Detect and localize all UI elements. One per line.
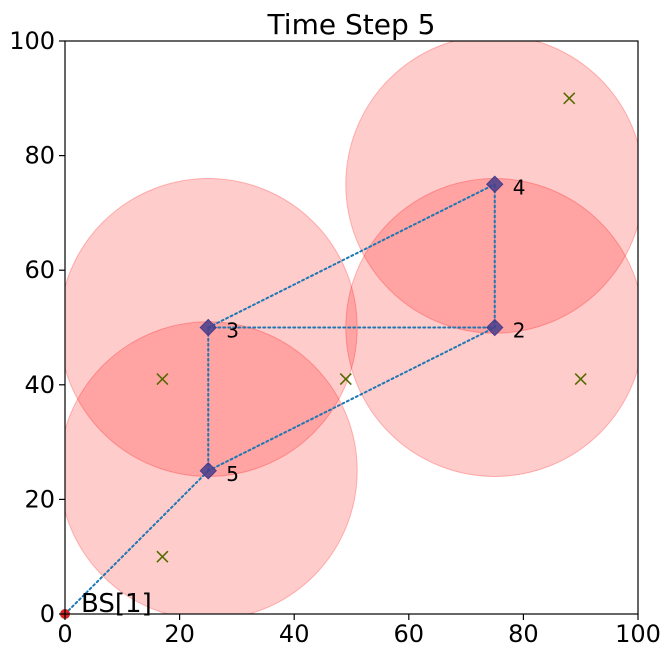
x-tick-label: 80 [508,620,539,645]
y-tick-label: 20 [24,485,55,513]
user-marker-stroke [563,92,576,105]
user-marker-3 [339,373,352,386]
uav-node-label-5: 5 [226,462,239,486]
x-tick-label: 60 [394,620,425,645]
x-tick-label: 20 [164,620,195,645]
uav-node-4 [486,175,504,193]
user-marker-5 [574,373,587,386]
links-layer [65,183,496,614]
uav-node-2 [486,318,504,337]
link-BS[1]-5 [65,469,210,614]
uav-node-label-2: 2 [513,319,526,343]
y-axis: 0 20 40 60 80 100 [9,27,65,628]
plot-frame [64,40,639,615]
x-axis: 0 20 40 60 80 100 [57,614,661,648]
y-tick-label: 60 [24,256,55,284]
uav-node-label-4: 4 [513,175,526,199]
y-tick-label: 40 [24,371,55,399]
link-3-4 [207,183,496,329]
user-marker-2 [156,550,169,563]
user-marker-4 [563,92,576,105]
user-marker-stroke [574,373,587,386]
uav-node-5 [199,462,217,480]
users-layer [156,92,587,563]
user-marker-1 [156,373,169,386]
uav-node-label-3: 3 [226,319,239,343]
user-marker-stroke [156,373,169,386]
chart-title: Time Step 5 [267,8,436,41]
y-tick-label: 100 [9,27,55,55]
uav-node-3 [199,318,217,337]
x-tick-label: 100 [615,620,661,645]
x-tick-label: 40 [279,620,310,645]
user-marker-stroke [339,373,352,386]
link-5-2 [207,326,496,472]
y-tick-label: 80 [24,142,55,170]
x-tick-label: 0 [57,620,72,645]
y-tick-label: 0 [40,600,55,628]
user-marker-stroke [156,550,169,563]
